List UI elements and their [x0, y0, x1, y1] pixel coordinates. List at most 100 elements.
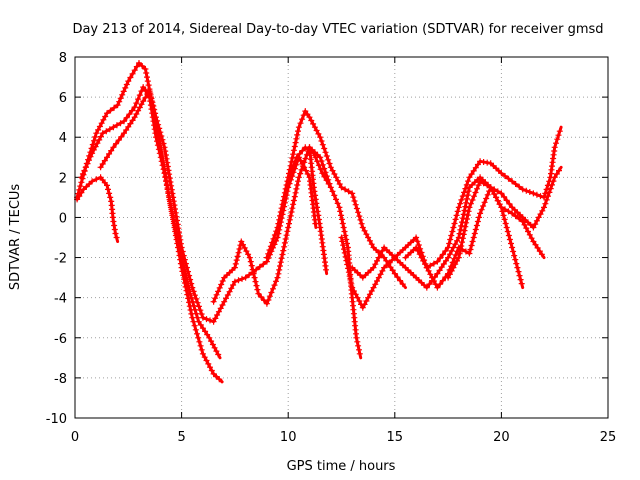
data-point-marker	[427, 271, 434, 278]
data-point-marker	[286, 216, 293, 223]
data-point-marker	[502, 206, 508, 213]
data-point-marker	[333, 174, 340, 181]
data-point-marker	[329, 167, 336, 174]
data-point-marker	[283, 232, 290, 239]
data-point-marker	[114, 102, 121, 109]
data-point-marker	[439, 251, 446, 258]
data-point-marker	[331, 171, 338, 177]
data-point-marker	[258, 294, 265, 300]
data-point-marker	[87, 153, 94, 160]
data-point-marker	[282, 236, 289, 242]
data-point-marker	[290, 151, 297, 158]
data-point-marker	[288, 209, 295, 215]
data-point-marker	[150, 103, 157, 109]
data-point-marker	[336, 204, 343, 211]
data-point-marker	[151, 126, 158, 133]
data-point-marker	[118, 133, 125, 140]
data-point-marker	[467, 246, 474, 253]
data-point-marker	[553, 140, 559, 147]
data-point-marker	[212, 315, 219, 322]
data-point-marker	[144, 78, 151, 85]
data-point-marker	[104, 182, 110, 189]
data-point-marker	[366, 237, 373, 244]
data-point-marker	[541, 194, 547, 201]
data-point-marker	[197, 342, 204, 349]
data-point-marker	[145, 82, 152, 89]
data-point-marker	[551, 144, 558, 151]
data-point-marker	[122, 84, 129, 91]
data-point-marker	[359, 224, 366, 231]
data-point-marker	[543, 186, 550, 193]
data-point-marker	[450, 244, 457, 251]
data-point-marker	[115, 137, 122, 144]
data-point-marker	[175, 225, 182, 232]
data-point-marker	[516, 215, 523, 222]
data-point-marker	[498, 204, 505, 211]
data-point-marker	[439, 277, 446, 284]
data-point-marker	[98, 120, 105, 127]
data-point-marker	[491, 191, 498, 197]
data-point-marker	[99, 161, 106, 167]
data-point-marker	[327, 184, 334, 191]
data-point-marker	[418, 254, 425, 261]
data-point-marker	[356, 346, 362, 353]
data-point-marker	[243, 248, 250, 255]
data-point-marker	[186, 272, 193, 279]
data-point-marker	[550, 151, 557, 158]
data-point-marker	[494, 188, 501, 195]
data-point-marker	[325, 156, 332, 163]
data-point-marker	[509, 210, 516, 217]
data-point-marker	[493, 194, 500, 201]
data-point-marker	[93, 130, 100, 137]
data-point-marker	[472, 189, 479, 196]
data-point-marker	[78, 174, 85, 181]
data-point-marker	[213, 348, 220, 355]
data-point-marker	[394, 274, 401, 281]
data-point-marker	[142, 94, 149, 101]
data-point-marker	[377, 251, 384, 258]
data-point-marker	[197, 307, 204, 314]
data-point-marker	[127, 74, 134, 81]
data-point-marker	[533, 191, 540, 198]
data-point-marker	[179, 248, 186, 255]
data-point-marker	[459, 219, 465, 226]
y-tick-label: 8	[59, 51, 67, 66]
y-tick-label: 0	[59, 211, 67, 226]
data-point-marker	[505, 208, 512, 215]
data-point-marker	[308, 117, 315, 124]
data-point-marker	[191, 292, 198, 299]
data-point-marker	[468, 242, 475, 249]
data-point-marker	[277, 212, 283, 219]
data-point-marker	[294, 182, 301, 188]
data-point-marker	[342, 232, 349, 239]
data-point-marker	[295, 178, 301, 185]
data-point-marker	[221, 298, 228, 305]
data-point-marker	[466, 174, 473, 181]
data-point-marker	[127, 120, 134, 127]
data-point-marker	[286, 174, 293, 181]
data-point-marker	[457, 246, 464, 253]
data-point-marker	[461, 189, 468, 196]
data-point-marker	[346, 273, 353, 280]
data-point-marker	[298, 166, 305, 173]
data-point-marker	[154, 138, 160, 145]
data-point-marker	[153, 134, 159, 141]
y-tick-label: -6	[54, 332, 67, 347]
data-point-marker	[426, 281, 433, 288]
data-point-marker	[515, 268, 522, 275]
data-point-marker	[481, 199, 488, 206]
data-point-marker	[351, 198, 358, 204]
data-point-marker	[329, 188, 336, 195]
data-point-marker	[276, 216, 283, 223]
data-point-marker	[459, 215, 466, 222]
data-point-marker	[289, 155, 296, 161]
data-point-marker	[285, 224, 292, 231]
series-line	[340, 185, 525, 310]
data-point-marker	[89, 150, 96, 157]
data-point-marker	[190, 288, 197, 295]
data-point-marker	[443, 257, 449, 264]
data-point-marker	[99, 130, 106, 137]
data-point-marker	[226, 288, 233, 295]
data-point-marker	[291, 143, 298, 150]
data-point-marker	[284, 228, 291, 235]
